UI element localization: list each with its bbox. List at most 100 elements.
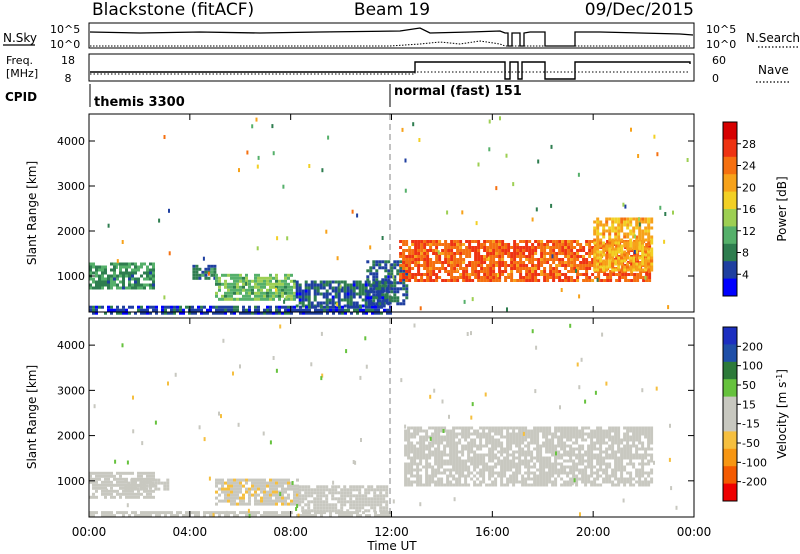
- scatter-cell: [413, 468, 417, 472]
- scatter-cell: [428, 462, 432, 466]
- scatter-cell: [346, 491, 350, 495]
- scatter-cell: [576, 279, 580, 282]
- scatter-cell: [596, 459, 600, 463]
- scatter-cell: [582, 258, 586, 261]
- scatter-cell: [245, 273, 248, 277]
- scatter-cell: [638, 432, 642, 436]
- scatter-cell: [602, 441, 606, 445]
- scatter-cell: [281, 487, 284, 491]
- scatter-cell: [236, 273, 239, 277]
- scatter-cell: [236, 490, 239, 494]
- scatter-cell: [319, 491, 323, 495]
- scatter-cell: [399, 240, 403, 243]
- scatter-cell: [313, 503, 317, 507]
- scatter-cell: [546, 243, 550, 246]
- scatter-cell: [488, 453, 492, 457]
- scatter-cell: [423, 246, 427, 249]
- scatter-cell: [402, 258, 406, 261]
- scatter-cell: [416, 477, 420, 481]
- scatter-cell: [581, 453, 585, 457]
- scatter-cell: [227, 305, 230, 309]
- scatter-cell: [632, 483, 636, 487]
- scatter-cell: [266, 490, 269, 494]
- scatter-cell: [570, 243, 574, 246]
- scatter-cell: [444, 240, 448, 243]
- scatter-cell: [569, 432, 573, 436]
- scatter-cell: [301, 509, 305, 513]
- scatter-cell: [567, 255, 571, 258]
- scatter-cell: [293, 484, 296, 488]
- scatter-cell: [375, 260, 379, 264]
- scatter-cell: [467, 471, 471, 475]
- scatter-cell: [236, 487, 239, 491]
- scatter-cell: [488, 432, 492, 436]
- scatter-cell: [611, 256, 615, 260]
- scatter-cell: [296, 308, 299, 312]
- scatter-cell: [608, 429, 612, 433]
- scatter-cell: [266, 514, 269, 518]
- scatter-cell: [221, 297, 224, 301]
- scatter-cell: [407, 447, 411, 451]
- scatter-cell: [266, 511, 269, 515]
- scatter-cell: [374, 514, 377, 518]
- scatter-cell: [629, 265, 633, 269]
- scatter-cell: [467, 435, 471, 439]
- scatter-cell: [614, 453, 618, 457]
- scatter-cell: [356, 311, 359, 315]
- scatter-cell: [560, 453, 564, 457]
- scatter-cell: [519, 273, 523, 276]
- scatter-cell: [536, 453, 540, 457]
- scatter-cell: [590, 456, 594, 460]
- scatter-cell: [343, 503, 347, 507]
- scatter-cell: [632, 268, 636, 272]
- scatter-cell: [461, 465, 465, 469]
- scatter-cell: [617, 426, 621, 430]
- scatter-cell: [116, 477, 119, 481]
- scatter-cell: [316, 304, 320, 308]
- scatter-cell: [545, 441, 549, 445]
- sparse-echo: [392, 274, 395, 279]
- scatter-cell: [407, 450, 411, 454]
- scatter-cell: [641, 441, 645, 445]
- sparse-echo: [308, 164, 311, 168]
- scatter-cell: [349, 491, 353, 495]
- scatter-cell: [364, 494, 368, 498]
- scatter-cell: [152, 277, 155, 281]
- scatter-cell: [573, 279, 577, 282]
- scatter-cell: [399, 266, 403, 270]
- scatter-cell: [349, 497, 353, 501]
- scatter-cell: [539, 474, 543, 478]
- scatter-cell: [585, 243, 589, 246]
- scatter-cell: [131, 283, 134, 287]
- scatter-cell: [128, 262, 131, 266]
- scatter-cell: [334, 509, 338, 513]
- scatter-cell: [422, 456, 426, 460]
- scatter-cell: [561, 240, 565, 243]
- sparse-echo: [352, 460, 355, 464]
- scatter-cell: [293, 291, 296, 295]
- scatter-cell: [443, 426, 447, 430]
- scatter-cell: [322, 506, 326, 510]
- scatter-cell: [98, 305, 101, 309]
- scatter-cell: [110, 305, 113, 309]
- scatter-cell: [581, 435, 585, 439]
- scatter-cell: [575, 441, 579, 445]
- scatter-cell: [462, 279, 466, 282]
- scatter-cell: [413, 447, 417, 451]
- scatter-cell: [596, 426, 600, 430]
- scatter-cell: [453, 261, 457, 264]
- scatter-cell: [182, 514, 185, 518]
- scatter-cell: [304, 494, 308, 498]
- sparse-echo: [653, 460, 655, 465]
- scatter-cell: [548, 477, 552, 481]
- scatter-cell: [287, 288, 290, 292]
- scatter-cell: [414, 276, 418, 279]
- scatter-cell: [614, 456, 618, 460]
- scatter-cell: [319, 283, 323, 287]
- scatter-cell: [477, 264, 481, 267]
- scatter-cell: [95, 274, 98, 278]
- scatter-cell: [644, 462, 648, 466]
- scatter-cell: [248, 496, 251, 500]
- scatter-cell: [389, 511, 392, 515]
- scatter-cell: [524, 426, 528, 430]
